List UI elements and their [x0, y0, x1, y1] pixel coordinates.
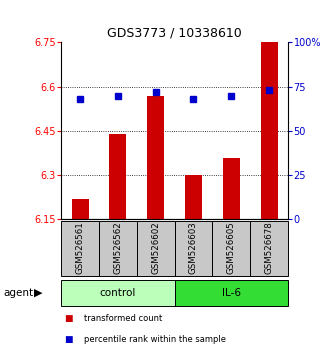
Bar [250, 221, 288, 276]
Text: GSM526605: GSM526605 [227, 221, 236, 274]
Text: GSM526561: GSM526561 [75, 221, 85, 274]
Bar [185, 175, 202, 219]
Bar [147, 96, 164, 219]
Title: GDS3773 / 10338610: GDS3773 / 10338610 [107, 27, 242, 40]
Bar [260, 42, 278, 219]
Text: GSM526562: GSM526562 [114, 221, 122, 274]
Text: IL-6: IL-6 [222, 288, 241, 298]
Bar [174, 221, 213, 276]
Bar [110, 134, 126, 219]
Text: percentile rank within the sample: percentile rank within the sample [84, 335, 226, 344]
Text: control: control [100, 288, 136, 298]
Bar [137, 221, 175, 276]
Text: GSM526603: GSM526603 [189, 221, 198, 274]
Bar [61, 280, 174, 306]
Bar [71, 199, 89, 219]
Text: GSM526602: GSM526602 [151, 221, 160, 274]
Text: GSM526678: GSM526678 [264, 221, 274, 274]
Text: agent: agent [3, 288, 33, 298]
Bar [61, 221, 99, 276]
Bar [99, 221, 137, 276]
Bar [213, 221, 250, 276]
Text: transformed count: transformed count [84, 314, 163, 323]
Text: ■: ■ [65, 335, 73, 344]
Text: ■: ■ [65, 314, 73, 323]
Bar [223, 158, 240, 219]
Text: ▶: ▶ [34, 288, 42, 298]
Bar [174, 280, 288, 306]
